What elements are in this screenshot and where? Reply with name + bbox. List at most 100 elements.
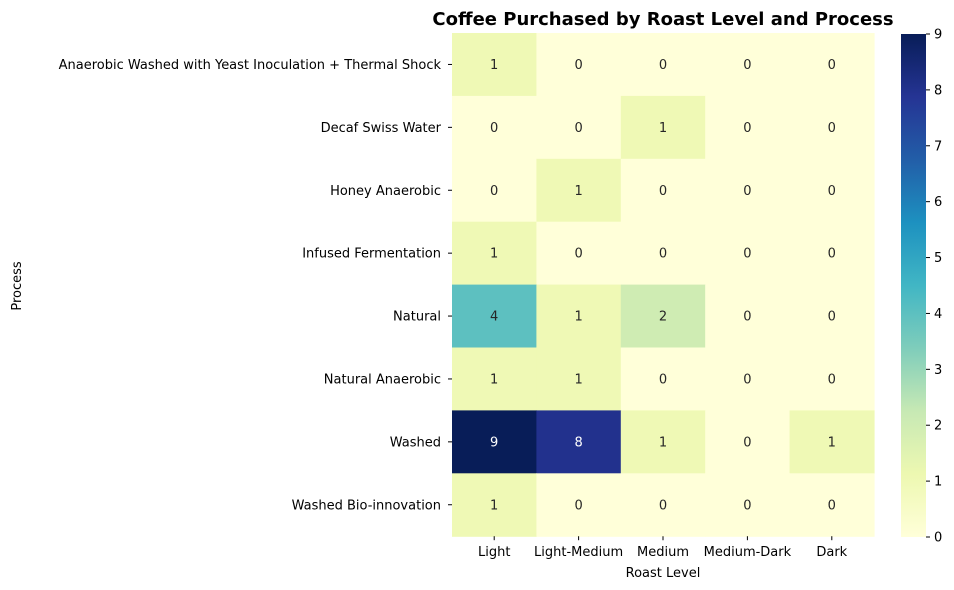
heatmap-cell <box>705 221 791 286</box>
y-tick-label: Natural Anaerobic <box>324 372 441 387</box>
heatmap-cell <box>620 33 706 97</box>
y-axis-title: Process <box>10 261 25 311</box>
heatmap-cell <box>705 473 791 537</box>
x-tick-label: Light-Medium <box>534 545 623 560</box>
cell-value-label: 1 <box>659 435 667 450</box>
heatmap-cell <box>452 158 537 223</box>
cell-value-label: 0 <box>743 247 751 262</box>
heatmap-cell <box>536 347 622 411</box>
y-tick-label: Decaf Swiss Water <box>321 121 442 136</box>
heatmap-cell <box>536 473 622 537</box>
colorbar-tick-label: 8 <box>934 83 942 98</box>
heatmap-cell <box>705 33 791 97</box>
heatmap-cell <box>536 158 622 223</box>
heatmap-cell <box>705 284 791 349</box>
cell-value-label: 0 <box>659 58 667 73</box>
colorbar-tick-label: 2 <box>934 419 942 434</box>
colorbar-tick-label: 0 <box>934 531 942 546</box>
cell-value-label: 0 <box>828 247 836 262</box>
heatmap-cell <box>789 33 875 97</box>
x-axis-title: Roast Level <box>626 566 701 581</box>
cell-value-label: 1 <box>490 58 498 73</box>
x-tick-label: Light <box>478 545 510 560</box>
cell-value-label: 0 <box>659 372 667 387</box>
heatmap-cell <box>536 410 622 474</box>
cell-value-label: 1 <box>490 247 498 262</box>
heatmap-cell <box>789 221 875 286</box>
heatmap-cell <box>536 33 622 97</box>
y-tick-labels: Anaerobic Washed with Yeast Inoculation … <box>59 58 452 513</box>
cell-value-label: 9 <box>490 435 498 450</box>
x-tick-label: Dark <box>816 545 847 560</box>
cell-value-label: 0 <box>743 184 751 199</box>
heatmap-cell <box>452 33 537 97</box>
colorbar-tick-label: 9 <box>934 28 942 43</box>
cell-value-label: 0 <box>743 58 751 73</box>
cell-value-label: 1 <box>828 435 836 450</box>
cell-value-label: 0 <box>743 121 751 136</box>
cell-value-label: 0 <box>659 498 667 513</box>
colorbar-tick-label: 5 <box>934 251 942 266</box>
heatmap-cell <box>705 347 791 411</box>
y-tick-label: Natural <box>393 310 441 325</box>
heatmap-cell <box>705 95 791 160</box>
heatmap-cell <box>789 95 875 160</box>
heatmap-cells: 1 0 0 0 0 0 0 1 0 0 0 1 0 0 0 1 0 0 0 0 4 1 2 0 0 1 1 0 0 0 9 8 1 0 1 1 0 0 0 0 <box>452 33 875 537</box>
cell-value-label: 0 <box>743 498 751 513</box>
heatmap-cell <box>789 410 875 474</box>
cell-value-label: 1 <box>659 121 667 136</box>
heatmap-cell <box>789 473 875 537</box>
heatmap-cell <box>452 473 537 537</box>
heatmap-cell <box>620 158 706 223</box>
cell-value-label: 8 <box>574 435 582 450</box>
y-tick-label: Anaerobic Washed with Yeast Inoculation … <box>59 58 442 73</box>
heatmap-cell <box>705 410 791 474</box>
heatmap-cell <box>536 284 622 349</box>
cell-value-label: 0 <box>574 498 582 513</box>
heatmap-cell <box>620 95 706 160</box>
heatmap-cell <box>620 221 706 286</box>
y-tick-label: Infused Fermentation <box>302 247 441 262</box>
x-tick-labels: Light Light-Medium Medium Medium-Dark Dark <box>478 536 848 560</box>
heatmap-cell <box>789 347 875 411</box>
cell-value-label: 0 <box>659 247 667 262</box>
y-tick-label: Washed <box>390 435 441 450</box>
cell-value-label: 1 <box>574 310 582 325</box>
cell-value-label: 0 <box>828 121 836 136</box>
colorbar-tick-label: 4 <box>934 307 942 322</box>
heatmap-cell <box>620 410 706 474</box>
heatmap-cell <box>452 284 537 349</box>
cell-value-label: 1 <box>490 498 498 513</box>
colorbar-tick-label: 3 <box>934 363 942 378</box>
heatmap-cell <box>789 158 875 223</box>
cell-value-label: 0 <box>659 184 667 199</box>
y-tick-label: Honey Anaerobic <box>330 184 441 199</box>
cell-value-label: 0 <box>743 372 751 387</box>
heatmap-cell <box>452 95 537 160</box>
cell-value-label: 0 <box>574 247 582 262</box>
cell-value-label: 4 <box>490 310 498 325</box>
cell-value-label: 0 <box>828 498 836 513</box>
cell-value-label: 1 <box>574 372 582 387</box>
cell-value-label: 0 <box>828 310 836 325</box>
cell-value-label: 0 <box>743 435 751 450</box>
cell-value-label: 0 <box>828 58 836 73</box>
cell-value-label: 1 <box>490 372 498 387</box>
heatmap-cell <box>620 473 706 537</box>
x-tick-label: Medium <box>637 545 689 560</box>
y-tick-label: Washed Bio-innovation <box>292 498 441 513</box>
colorbar: 0 1 2 3 4 5 6 7 8 9 <box>901 28 942 546</box>
heatmap-cell <box>620 347 706 411</box>
colorbar-tick-label: 7 <box>934 139 942 154</box>
cell-value-label: 0 <box>490 121 498 136</box>
cell-value-label: 0 <box>574 121 582 136</box>
cell-value-label: 0 <box>828 372 836 387</box>
heatmap-cell <box>705 158 791 223</box>
heatmap-cell <box>452 410 537 474</box>
heatmap-cell <box>452 221 537 286</box>
cell-value-label: 0 <box>574 58 582 73</box>
cell-value-label: 2 <box>659 310 667 325</box>
colorbar-tick-label: 6 <box>934 195 942 210</box>
cell-value-label: 1 <box>574 184 582 199</box>
